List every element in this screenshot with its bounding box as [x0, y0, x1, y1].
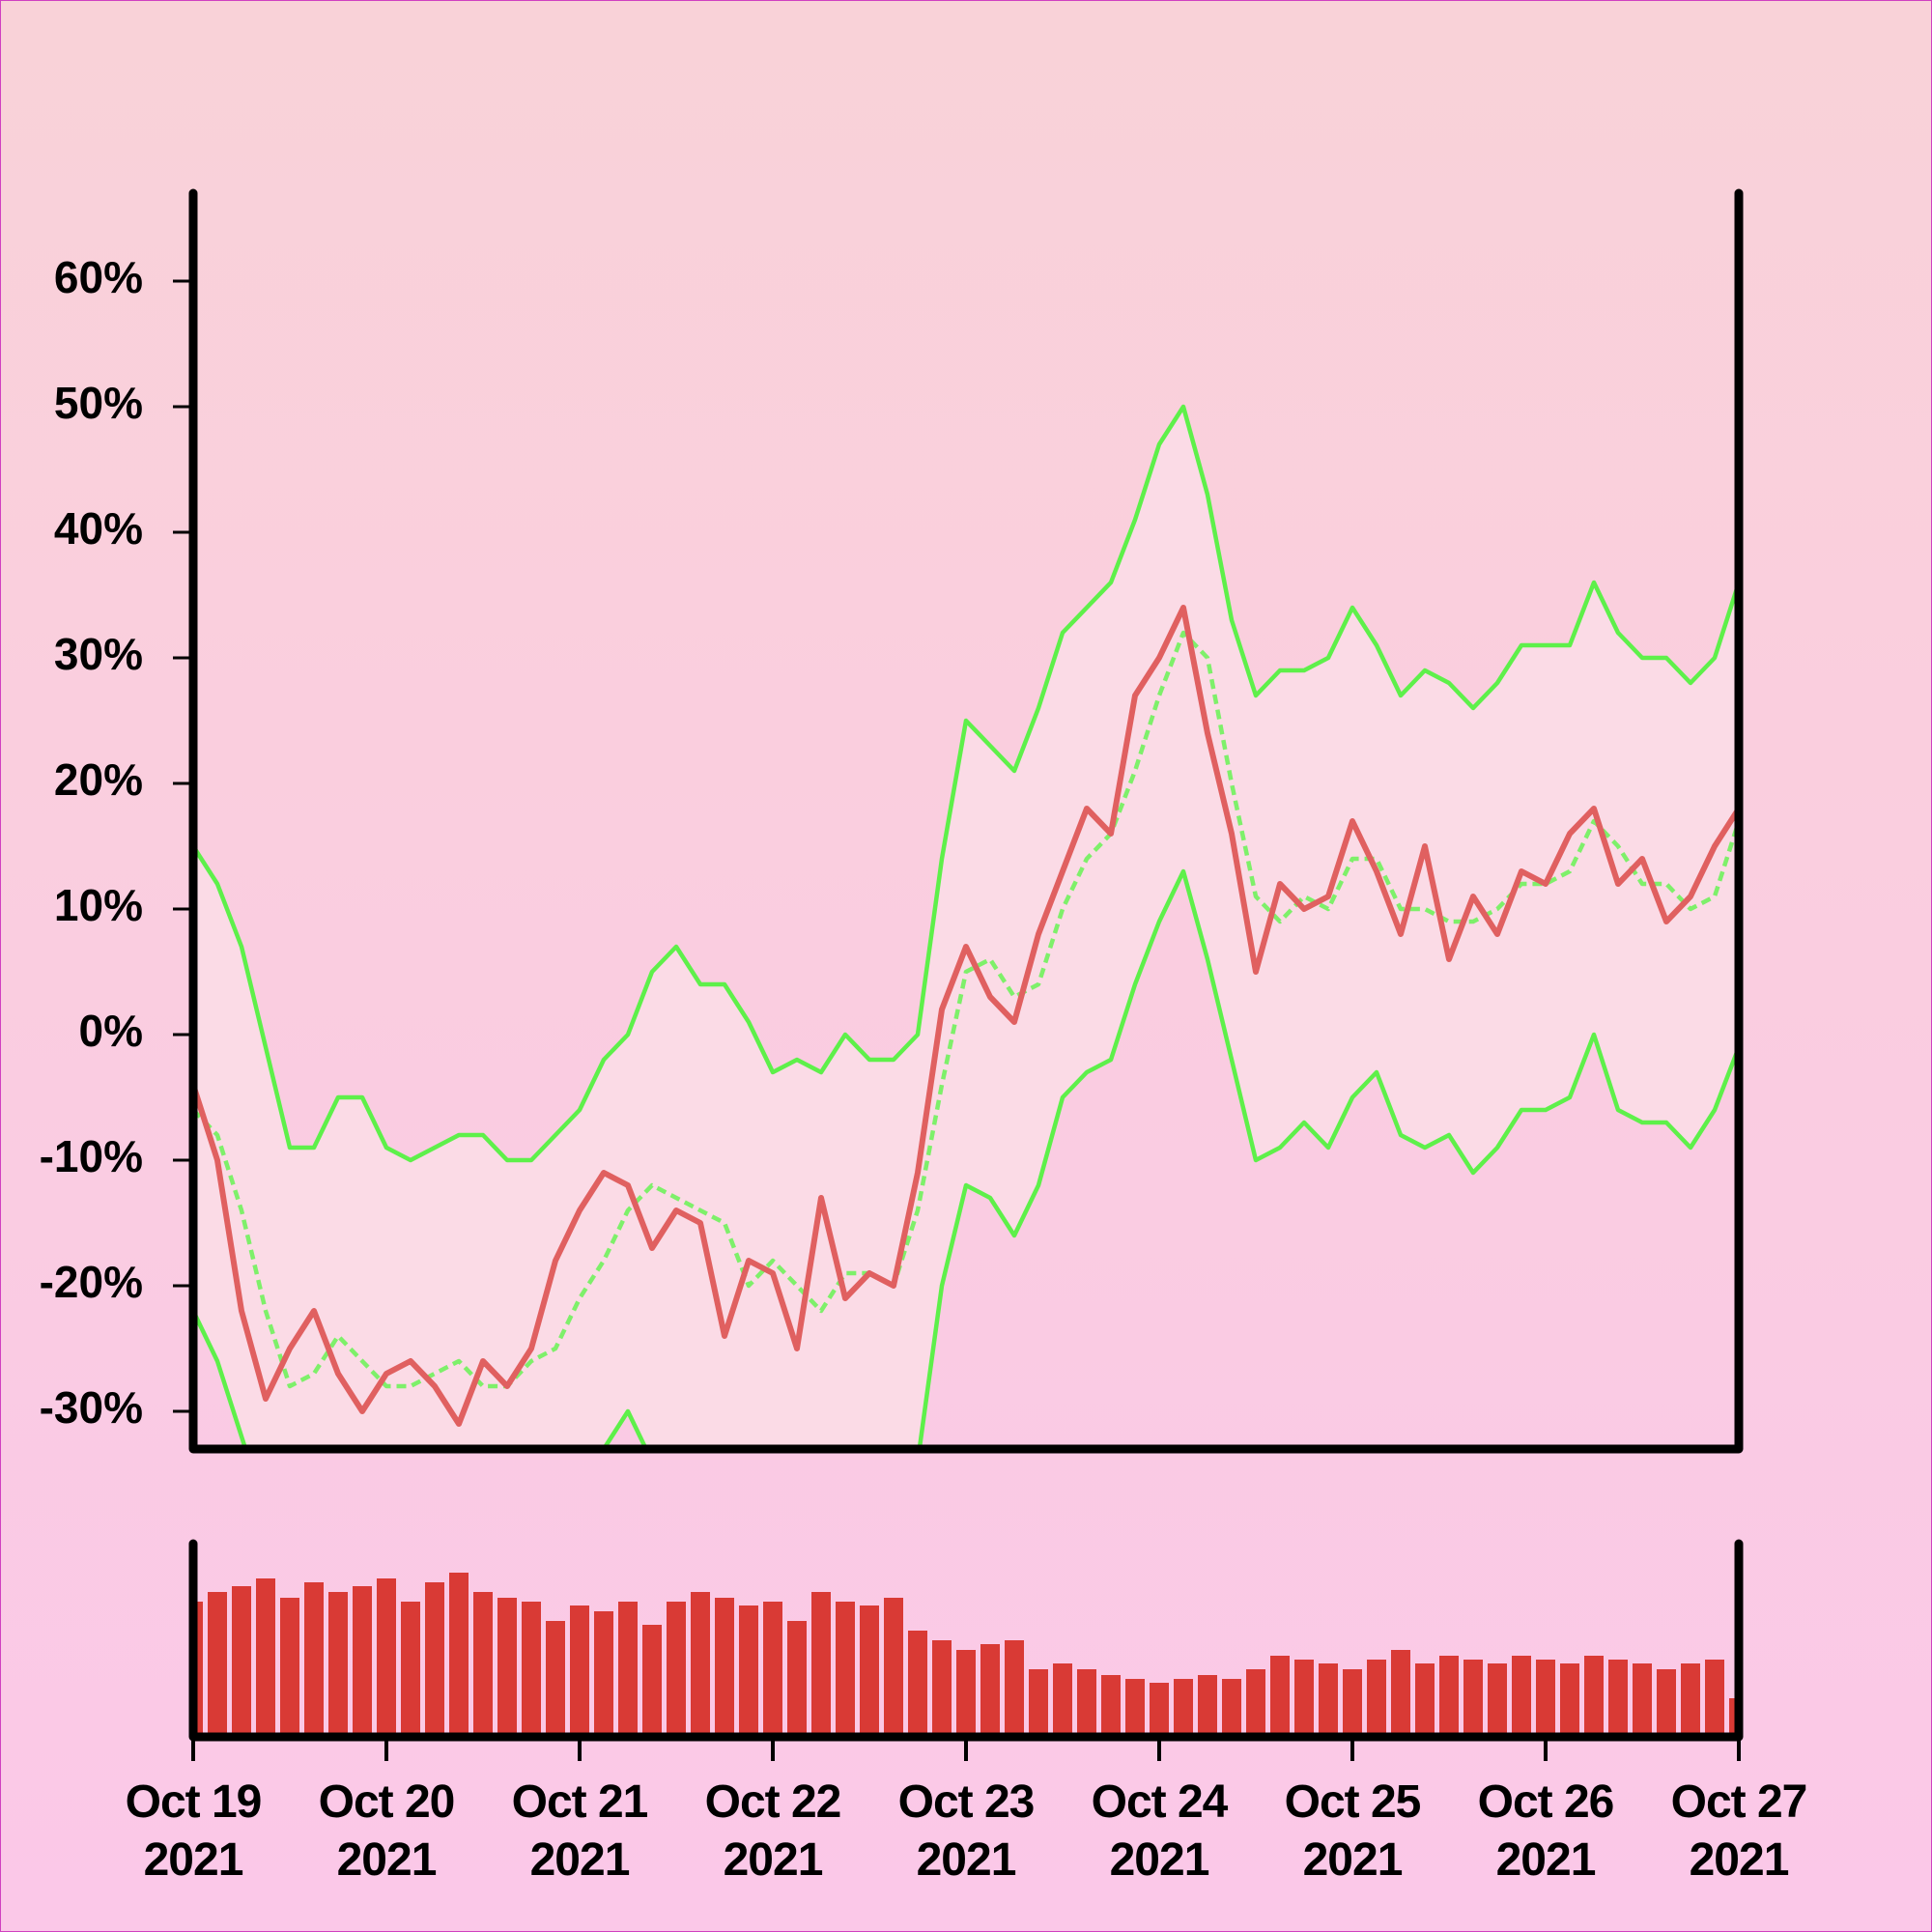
volume-bar [908, 1631, 927, 1737]
volume-bar [956, 1650, 976, 1737]
volume-bar [1705, 1660, 1724, 1737]
volume-bar [232, 1586, 251, 1737]
volume-bar [280, 1598, 299, 1737]
series-price [193, 605, 1739, 1427]
volume-bar [449, 1573, 469, 1737]
x-tick-label: Oct 23 2021 [897, 1776, 1036, 1886]
volume-bar [1633, 1663, 1652, 1737]
y-tick-label: 40% [54, 503, 143, 554]
x-tick-label: Oct 19 2021 [125, 1776, 263, 1886]
volume-bar [1463, 1660, 1483, 1737]
y-tick-label: 30% [54, 629, 143, 679]
volume-bar [618, 1602, 638, 1737]
series-lower [193, 868, 1739, 1449]
volume-bar [546, 1621, 565, 1737]
volume-bar [836, 1602, 855, 1737]
volume-bar [642, 1625, 662, 1737]
series-upper [193, 404, 1739, 1163]
plot-area [193, 1573, 1739, 1737]
volume-bar [1222, 1679, 1241, 1737]
y-tick-label: 20% [54, 754, 143, 805]
volume-bar [401, 1602, 420, 1737]
x-tick-label: Oct 27 2021 [1670, 1776, 1808, 1886]
volume-bar [811, 1592, 831, 1737]
volume-bar [1029, 1669, 1048, 1737]
x-tick-label: Oct 21 2021 [511, 1776, 649, 1886]
volume-bar [304, 1582, 324, 1737]
volume-bar [1657, 1669, 1676, 1737]
volume-bar [1101, 1675, 1121, 1737]
axis-frame [188, 1539, 1744, 1742]
volume-bar [1125, 1679, 1145, 1737]
volume-bar [1005, 1640, 1024, 1737]
x-tick-label: Oct 26 2021 [1477, 1776, 1615, 1886]
volume-bar [193, 1602, 203, 1737]
volume-bar [1198, 1675, 1217, 1737]
y-tick-label: -30% [40, 1382, 143, 1433]
x-tick-label: Oct 20 2021 [318, 1776, 456, 1886]
volume-bar [522, 1602, 541, 1737]
volume-bar [377, 1578, 396, 1737]
volume-bar [980, 1644, 1000, 1737]
volume-bar [353, 1586, 372, 1737]
volume-bar [1150, 1683, 1169, 1737]
y-tick-label: 0% [79, 1006, 143, 1056]
y-tick-label: -10% [40, 1131, 143, 1181]
x-tick-label: Oct 24 2021 [1091, 1776, 1229, 1886]
band-fill [193, 407, 1739, 1449]
volume-bar [1246, 1669, 1265, 1737]
volume-bar [884, 1598, 903, 1737]
volume-bar [208, 1592, 227, 1737]
volume-bar [497, 1598, 517, 1737]
volume-bar [594, 1611, 613, 1737]
volume-bar [1729, 1698, 1739, 1737]
volume-bar [1294, 1660, 1314, 1737]
volume-bar [1270, 1656, 1290, 1737]
volume-bar [739, 1605, 758, 1737]
volume-bar [256, 1578, 275, 1737]
volume-bar [1174, 1679, 1193, 1737]
y-tick-label: 60% [54, 252, 143, 302]
volume-bar [763, 1602, 782, 1737]
volume-bar [1536, 1660, 1555, 1737]
volume-bar [860, 1605, 879, 1737]
x-tick-label: Oct 22 2021 [704, 1776, 842, 1886]
volume-bar [667, 1602, 686, 1737]
volume-bar [715, 1598, 734, 1737]
volume-bar [1608, 1660, 1628, 1737]
volume-bar [1077, 1669, 1096, 1737]
volume-bar [691, 1592, 710, 1737]
volume-bar [787, 1621, 807, 1737]
volume-bar [1681, 1663, 1700, 1737]
y-tick-label: -20% [40, 1257, 143, 1307]
volume-bar [473, 1592, 493, 1737]
volume-bar [1343, 1669, 1362, 1737]
volume-bar [1391, 1650, 1410, 1737]
volume-bar [1367, 1660, 1386, 1737]
volume-bar [1415, 1663, 1435, 1737]
y-tick-label: 10% [54, 880, 143, 930]
volume-bar [1488, 1663, 1507, 1737]
volume-bar [1319, 1663, 1338, 1737]
volume-bar [932, 1640, 952, 1737]
axis-frame [188, 188, 1744, 1454]
volume-bar [1053, 1663, 1072, 1737]
y-tick-label: 50% [54, 378, 143, 428]
series-middle [193, 630, 1739, 1389]
volume-bar [1560, 1663, 1579, 1737]
volume-bar [570, 1605, 589, 1737]
volume-bar [1584, 1656, 1604, 1737]
x-tick-label: Oct 25 2021 [1284, 1776, 1422, 1886]
volume-bar [328, 1592, 348, 1737]
volume-bar [1512, 1656, 1531, 1737]
plot-area [193, 404, 1739, 1449]
volume-bar [425, 1582, 444, 1737]
volume-bar [1439, 1656, 1459, 1737]
